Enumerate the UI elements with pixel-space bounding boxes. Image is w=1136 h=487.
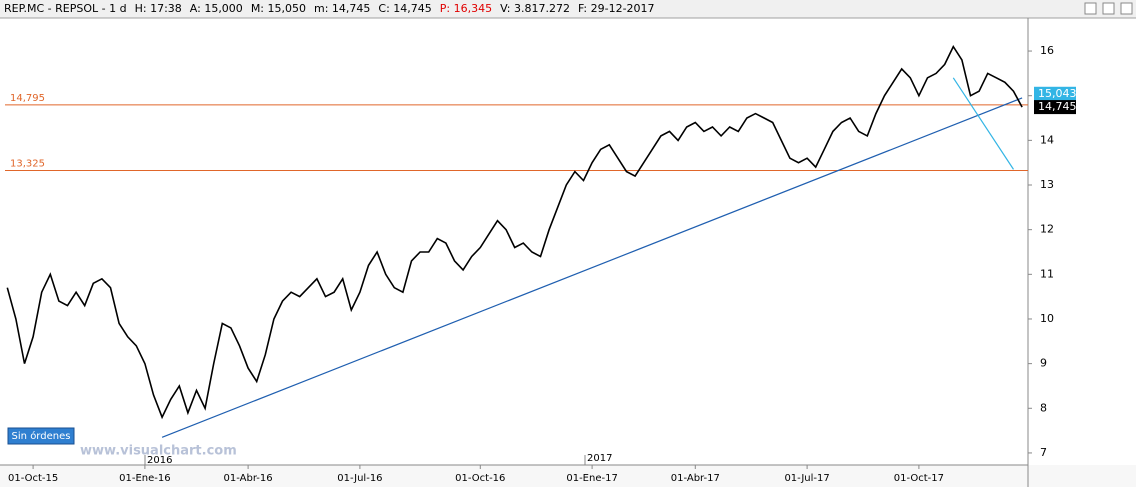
level-label: 13,325 (10, 158, 45, 169)
header-field: P: 16,345 (440, 2, 492, 15)
x-tick-label: 01-Ene-17 (566, 473, 617, 484)
x-tick-label: 01-Oct-15 (8, 473, 58, 484)
y-tick-label: 13 (1040, 178, 1054, 191)
header-field: A: 15,000 (190, 2, 243, 15)
x-tick-label: 01-Ene-16 (119, 473, 170, 484)
x-axis-strip (0, 465, 1136, 487)
y-tick-label: 16 (1040, 44, 1054, 57)
x-tick-label: 01-Jul-17 (784, 473, 829, 484)
window-button[interactable] (1084, 2, 1097, 15)
price-line (6, 44, 1023, 420)
x-tick-label: 01-Abr-17 (671, 473, 720, 484)
x-tick-label: 01-Oct-17 (894, 473, 944, 484)
watermark: www.visualchart.com (80, 444, 237, 459)
price-label: 14,745 (1038, 100, 1077, 113)
x-tick-label: 01-Oct-16 (455, 473, 505, 484)
y-tick-label: 10 (1040, 312, 1054, 325)
y-tick-label: 7 (1040, 446, 1047, 459)
price-label: 15,043 (1038, 87, 1077, 100)
year-label: 2017 (587, 453, 612, 464)
header-text: REP.MC - REPSOL - 1 d H: 17:38 A: 15,000 M:… (4, 2, 655, 15)
y-tick-label: 9 (1040, 357, 1047, 370)
x-tick-label: 01-Jul-16 (337, 473, 382, 484)
window-button[interactable] (1102, 2, 1115, 15)
window-button[interactable] (1120, 2, 1133, 15)
header-bar (0, 0, 1136, 18)
y-tick-label: 11 (1040, 267, 1054, 280)
header-field: H: 17:38 (135, 2, 182, 15)
orders-button[interactable] (7, 427, 75, 445)
x-tick-label: 01-Abr-16 (224, 473, 273, 484)
header-field: V: 3.817.272 (500, 2, 570, 15)
price-label-box (1034, 86, 1076, 101)
orders-button-label[interactable]: Sin órdenes (12, 430, 71, 442)
y-tick-label: 14 (1040, 133, 1054, 146)
trend-line (161, 97, 1023, 438)
header-field: m: 14,745 (314, 2, 370, 15)
trend-line (952, 77, 1015, 170)
level-label: 14,795 (10, 93, 45, 104)
y-tick-label: 12 (1040, 223, 1054, 236)
header-field: M: 15,050 (251, 2, 306, 15)
price-label-box (1034, 100, 1076, 115)
header-field: C: 14,745 (378, 2, 431, 15)
year-label: 2016 (147, 455, 172, 466)
header-field: F: 29-12-2017 (578, 2, 655, 15)
y-tick-label: 8 (1040, 401, 1047, 414)
header-symbol: REP.MC - REPSOL - 1 d (4, 2, 127, 15)
